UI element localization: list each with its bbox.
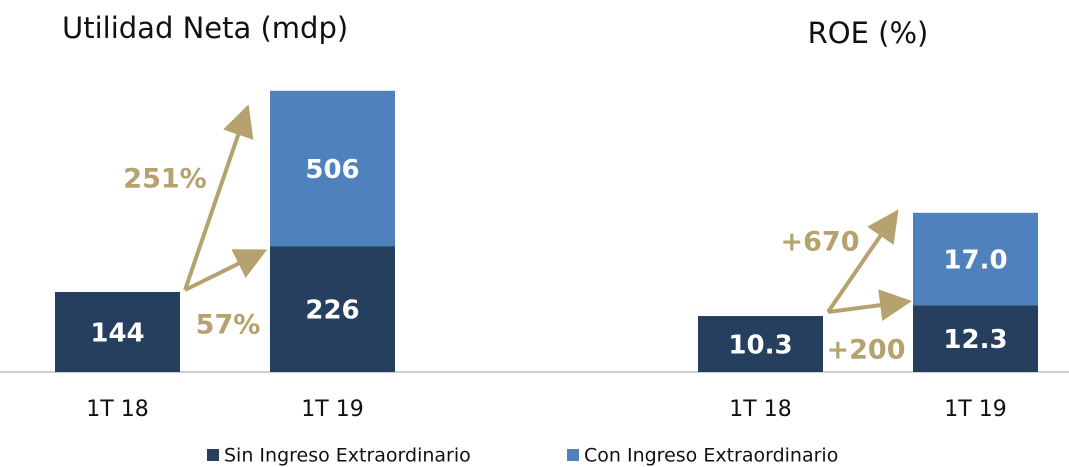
x-tick-label: 1T 18 [729, 397, 791, 422]
annotation: 251% [123, 164, 206, 195]
x-tick-label: 1T 19 [944, 397, 1006, 422]
arrow [184, 249, 268, 292]
legend-swatch [207, 449, 219, 461]
legend-swatch [567, 449, 579, 461]
data-label: 226 [305, 296, 359, 326]
arrow [827, 289, 912, 321]
data-label: 144 [90, 318, 144, 348]
legend-label: Sin Ingreso Extraordinario [224, 445, 471, 467]
annotation: +670 [781, 227, 860, 258]
bar [913, 212, 1038, 306]
x-tick-label: 1T 19 [301, 397, 363, 422]
data-label: 12.3 [943, 325, 1007, 355]
data-label: 506 [305, 155, 359, 185]
arrow [183, 104, 254, 291]
chart-title: Utilidad Neta (mdp) [62, 11, 348, 45]
annotation: +200 [827, 335, 906, 366]
bar [913, 305, 1038, 372]
data-label: 17.0 [943, 245, 1007, 275]
chart-title: ROE (%) [808, 16, 929, 50]
legend-label: Con Ingreso Extraordinario [584, 445, 838, 467]
bar [698, 316, 823, 372]
bar [270, 246, 395, 372]
arrow [826, 209, 899, 314]
data-label: 10.3 [728, 331, 792, 361]
annotation: 57% [196, 310, 261, 341]
bar [55, 291, 180, 372]
x-tick-label: 1T 18 [86, 397, 148, 422]
